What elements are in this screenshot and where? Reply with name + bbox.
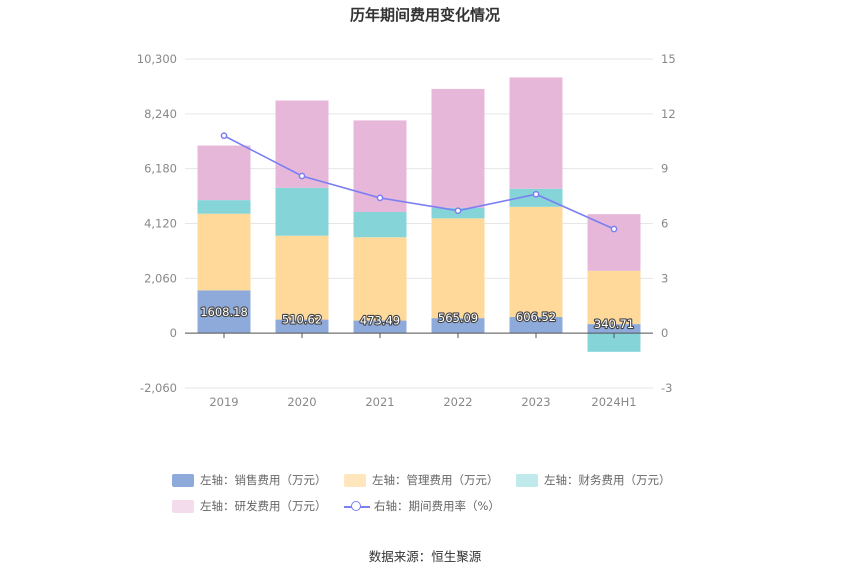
bar-admin-2020 — [275, 235, 329, 320]
bar-sales-2024H1 — [587, 324, 641, 334]
legend-label-finance: 左轴：财务费用（万元） — [544, 473, 671, 487]
data-label-sales-2020: 510.62 — [282, 313, 322, 327]
line-layer — [220, 132, 618, 233]
legend-label-sales: 左轴：销售费用（万元） — [200, 473, 327, 487]
legend-label-admin: 左轴：管理费用（万元） — [372, 473, 499, 487]
left-axis-tick-label: 2,060 — [144, 271, 177, 285]
chart-canvas: 1608.18 510.62 473.49 565.09 606.52 340.71 -2… — [137, 52, 676, 409]
bar-admin-2023 — [509, 206, 563, 318]
legend-swatch-sales — [172, 473, 194, 487]
left-axis-tick-label: -2,060 — [140, 381, 177, 395]
bar-finance-2024H1 — [587, 333, 641, 352]
line-point-2019 — [220, 132, 228, 140]
left-axis-tick-label: 6,180 — [144, 162, 177, 176]
data-label-sales-2021: 473.49 — [360, 314, 400, 328]
line-point-2024H1 — [610, 225, 618, 233]
bar-admin-2021 — [353, 237, 407, 321]
right-axis-tick-label: 12 — [661, 107, 676, 121]
line-point-2020 — [298, 172, 306, 180]
left-axis-tick-label: 10,300 — [137, 52, 177, 66]
right-axis-tick-label: 9 — [661, 162, 668, 176]
legend-item-sales[interactable]: 左轴：销售费用（万元） — [172, 472, 327, 488]
data-label-sales-2022: 565.09 — [438, 311, 478, 325]
bar-rnd-2019 — [197, 145, 251, 201]
bar-sales-2023 — [509, 317, 563, 334]
bar-layer — [197, 77, 641, 352]
left-axis-tick-label: 8,240 — [144, 107, 177, 121]
bar-sales-2019 — [197, 290, 251, 334]
bar-admin-2022 — [431, 218, 485, 319]
line-point-2022 — [454, 207, 462, 215]
legend-label-rate: 右轴：期间费用率（%） — [374, 499, 500, 513]
legend-swatch-rate — [344, 500, 370, 513]
data-label-sales-2023: 606.52 — [516, 310, 556, 324]
x-axis-tick-label: 2023 — [521, 395, 550, 409]
right-axis-tick-label: 3 — [661, 271, 668, 285]
bar-sales-2020 — [275, 319, 329, 334]
bar-finance-2023 — [509, 188, 563, 207]
right-axis-tick-label: 15 — [661, 52, 676, 66]
legend-swatch-admin — [344, 473, 366, 487]
data-label-sales-2019: 1608.18 — [200, 305, 248, 319]
right-axis-tick-label: 6 — [661, 217, 668, 231]
source-note: 数据来源：恒生聚源 — [368, 549, 482, 564]
bar-rnd-2022 — [431, 88, 485, 208]
legend-label-rnd: 左轴：研发费用（万元） — [200, 499, 327, 513]
bar-admin-2024H1 — [587, 270, 641, 325]
line-point-2021 — [376, 194, 384, 202]
legend-item-rnd[interactable]: 左轴：研发费用（万元） — [172, 498, 327, 514]
legend-swatch-finance — [516, 473, 538, 487]
legend-item-rate[interactable]: 右轴：期间费用率（%） — [344, 498, 500, 514]
axis-layer: -2,06002,0604,1206,1808,24010,300-303691… — [137, 52, 676, 409]
right-axis-tick-label: -3 — [661, 381, 672, 395]
x-axis-tick-label: 2021 — [365, 395, 394, 409]
bar-sales-2021 — [353, 320, 407, 334]
bar-rnd-2024H1 — [587, 214, 641, 271]
line-expense-rate — [223, 135, 615, 230]
bar-finance-2019 — [197, 200, 251, 214]
right-axis-tick-label: 0 — [661, 326, 668, 340]
label-layer: 1608.18 510.62 473.49 565.09 606.52 340.71 — [199, 304, 635, 333]
x-axis-tick-label: 2020 — [287, 395, 316, 409]
bar-sales-2022 — [431, 318, 485, 334]
x-axis-tick-label: 2019 — [209, 395, 238, 409]
bar-admin-2019 — [197, 213, 251, 291]
chart-title: 历年期间费用变化情况 — [349, 6, 500, 24]
data-label-sales-2024H1: 340.71 — [594, 317, 634, 331]
left-axis-tick-label: 0 — [170, 326, 177, 340]
legend-item-admin[interactable]: 左轴：管理费用（万元） — [344, 472, 499, 488]
bar-finance-2020 — [275, 187, 329, 236]
legend-item-finance[interactable]: 左轴：财务费用（万元） — [516, 472, 671, 488]
left-axis-tick-label: 4,120 — [144, 217, 177, 231]
line-point-2023 — [532, 190, 540, 198]
legend-swatch-rnd — [172, 499, 194, 513]
bar-finance-2021 — [353, 211, 407, 238]
grid-layer — [185, 58, 653, 389]
x-axis-tick-label: 2022 — [443, 395, 472, 409]
x-axis-tick-label: 2024H1 — [591, 395, 636, 409]
bar-rnd-2023 — [509, 77, 563, 189]
